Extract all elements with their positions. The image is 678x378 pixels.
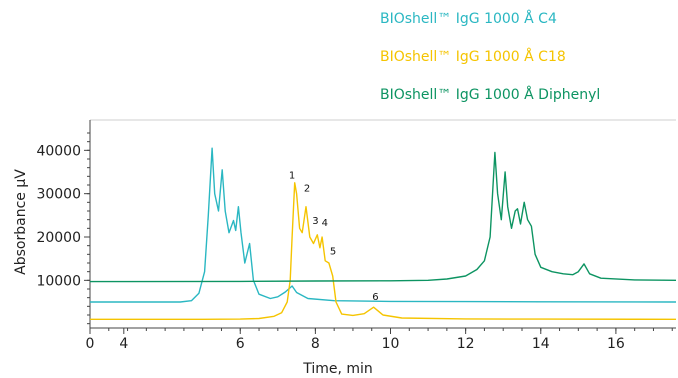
y-tick-label: 30000 [36, 187, 81, 203]
x-tick-label: 0 [86, 336, 95, 352]
peak-label: 6 [372, 292, 378, 303]
peak-label: 5 [330, 246, 336, 257]
x-tick-label: 12 [457, 336, 475, 352]
series-line [90, 147, 677, 303]
peak-label: 4 [322, 218, 328, 229]
plot-area: 123 456 [89, 119, 677, 329]
legend-entry: BIOshell™ IgG 1000 Å Diphenyl [380, 86, 600, 103]
chart-legend: BIOshell™ IgG 1000 Å C4 BIOshell™ IgG 100… [380, 10, 600, 103]
x-axis-label: Time, min [302, 361, 373, 377]
legend-entry: BIOshell™ IgG 1000 Å C4 [380, 10, 557, 27]
peak-label: 1 [289, 171, 295, 182]
legend-entry: BIOshell™ IgG 1000 Å C18 [380, 48, 566, 65]
series-line [90, 182, 677, 320]
y-axis-label: Absorbance µV [13, 169, 29, 275]
x-tick-label: 14 [532, 336, 550, 352]
peak-label: 3 [312, 216, 318, 227]
x-axis: 0 4 6 8 10 12 14 16 [86, 328, 673, 352]
y-tick-label: 10000 [36, 273, 81, 289]
series-line [89, 151, 677, 283]
y-axis: 10000 20000 30000 40000 [36, 132, 90, 325]
y-tick-label: 40000 [36, 143, 81, 159]
x-tick-label: 6 [236, 336, 245, 352]
x-tick-label: 8 [311, 336, 320, 352]
x-tick-label: 4 [119, 336, 128, 352]
peak-label: 2 [304, 184, 310, 195]
y-tick-label: 20000 [36, 230, 81, 246]
x-tick-label: 10 [382, 336, 400, 352]
x-tick-label: 16 [607, 336, 625, 352]
